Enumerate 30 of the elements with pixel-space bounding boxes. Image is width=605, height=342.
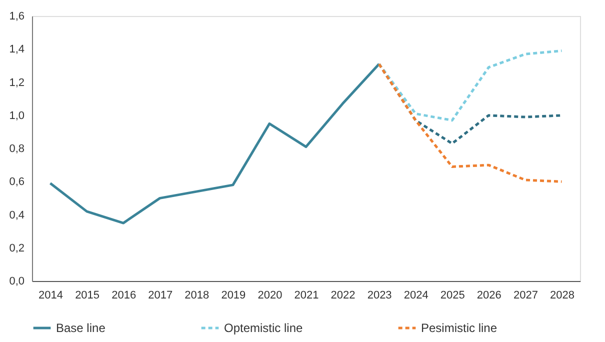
x-tick-label: 2028 <box>550 290 574 302</box>
x-tick-label: 2021 <box>294 290 319 302</box>
line-series <box>49 62 380 224</box>
legend-label: Optemistic line <box>224 321 304 335</box>
x-tick-label: 2022 <box>330 290 356 302</box>
line-series <box>378 62 563 183</box>
x-tick-label: 2019 <box>221 290 246 302</box>
x-tick-label: 2026 <box>476 290 502 302</box>
y-tick-label: 0,2 <box>9 242 24 254</box>
x-tick-label: 2020 <box>258 290 282 302</box>
legend-label: Base line <box>56 321 106 335</box>
x-tick-label: 2025 <box>440 290 465 302</box>
line-series <box>378 50 563 122</box>
x-tick-label: 2016 <box>112 290 136 302</box>
y-tick-label: 1,4 <box>9 44 24 56</box>
y-tick-label: 0,6 <box>9 176 24 188</box>
y-tick-label: 1,6 <box>9 10 24 22</box>
x-tick-label: 2023 <box>367 290 392 302</box>
y-tick-label: 0,8 <box>9 143 24 155</box>
x-tick-label: 2027 <box>513 290 538 302</box>
y-tick-label: 1,0 <box>9 110 24 122</box>
y-tick-label: 1,2 <box>9 76 24 89</box>
y-tick-label: 0,0 <box>9 276 24 288</box>
y-tick-label: 0,4 <box>9 209 24 222</box>
x-tick-label: 2014 <box>38 290 64 302</box>
legend-label: Pesimistic line <box>421 321 498 335</box>
x-tick-label: 2018 <box>184 290 210 302</box>
x-tick-label: 2017 <box>148 290 173 302</box>
x-tick-label: 2024 <box>404 290 428 302</box>
x-tick-label: 2015 <box>75 290 100 302</box>
